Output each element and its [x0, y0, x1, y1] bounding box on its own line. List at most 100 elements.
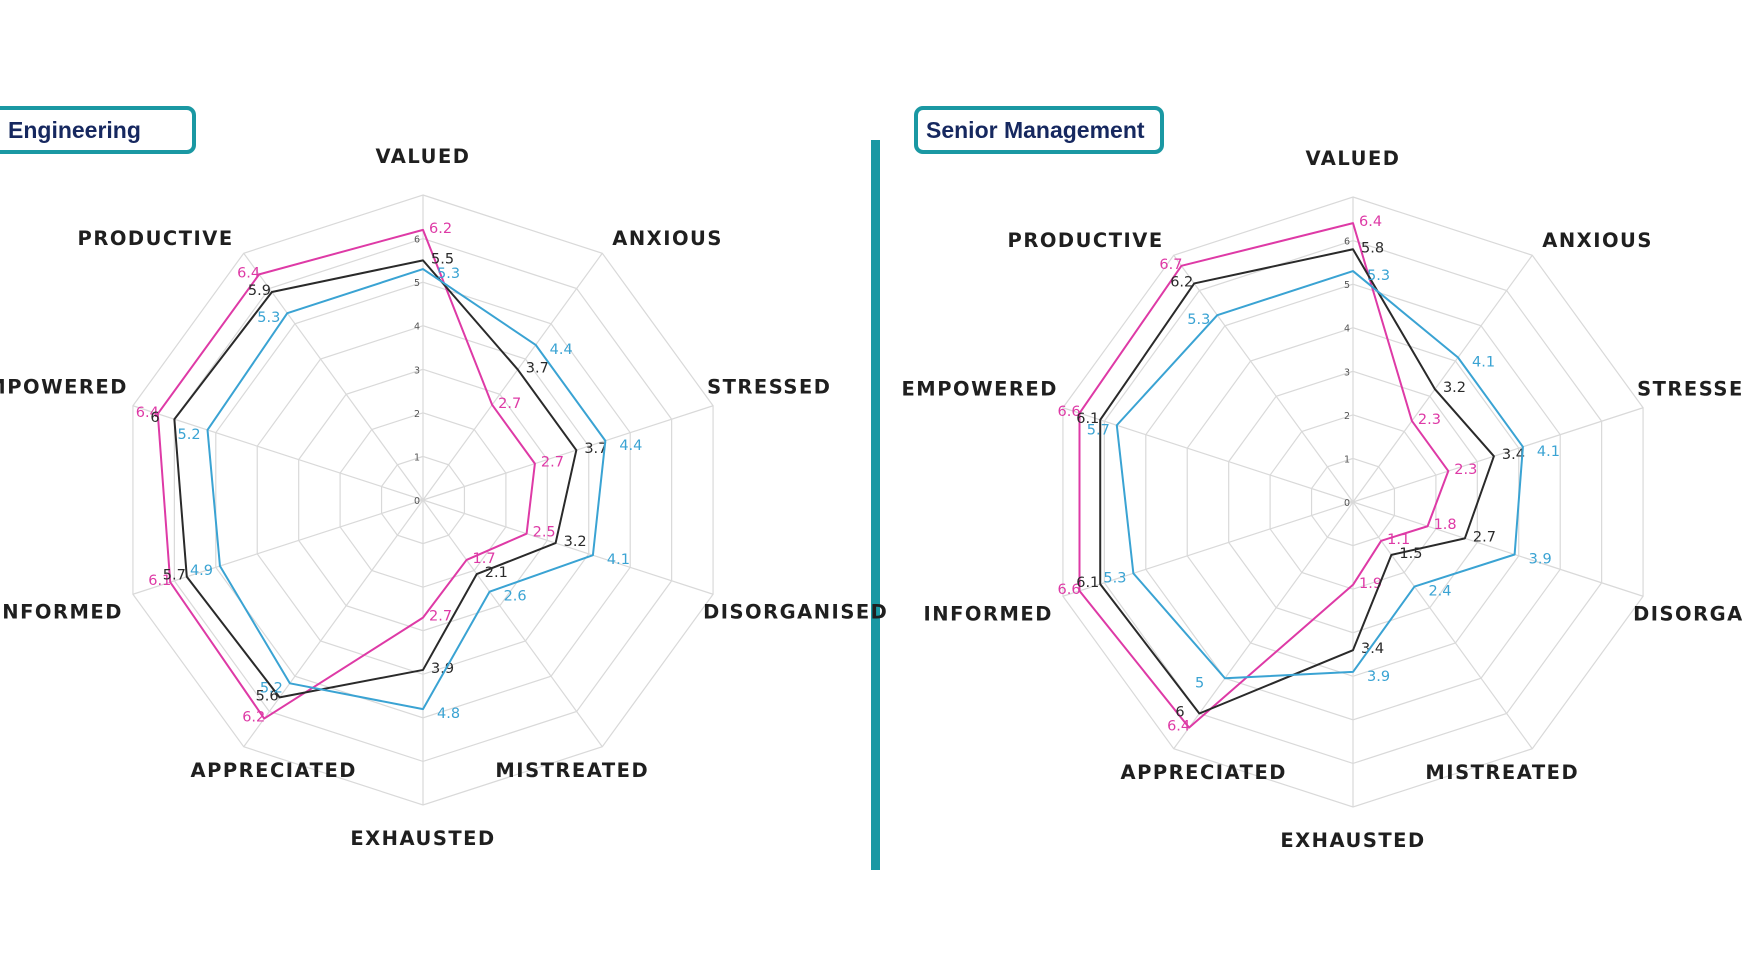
axis-label-disorganised: DISORGANISED — [703, 600, 888, 623]
axis-label-disorganised: DISORGANISED — [1633, 602, 1745, 625]
axis-label-productive: PRODUCTIVE — [78, 227, 234, 250]
value-label: 5 — [1195, 675, 1204, 691]
value-label: 1.5 — [1399, 546, 1422, 562]
grid-spoke — [1352, 501, 1533, 750]
value-label: 4.4 — [550, 342, 573, 358]
value-label: 3.9 — [1367, 669, 1390, 685]
value-label: 3.7 — [526, 361, 549, 377]
value-label: 6 — [150, 410, 159, 426]
series-line-0 — [1078, 222, 1450, 729]
value-label: 6.4 — [1167, 719, 1190, 735]
value-label: 6.4 — [1359, 214, 1382, 230]
series-line-1 — [173, 259, 578, 699]
value-label: 2.7 — [429, 609, 452, 625]
value-label: 4.1 — [607, 552, 630, 568]
value-label: 2.1 — [485, 565, 508, 581]
value-label: 2.4 — [1428, 584, 1451, 600]
value-label: 3.9 — [1529, 552, 1552, 568]
value-label: 5.7 — [163, 568, 186, 584]
value-label: 2.6 — [504, 589, 527, 605]
value-label: 2.3 — [1454, 462, 1477, 478]
axis-label-valued: VALUED — [376, 145, 471, 168]
grid-spoke — [1062, 501, 1354, 597]
grid-spoke — [1062, 407, 1354, 503]
value-label: 6.2 — [429, 221, 452, 237]
value-label: 6.2 — [1170, 274, 1193, 290]
value-label: 5.3 — [437, 266, 460, 282]
axis-label-exhausted: EXHAUSTED — [350, 827, 495, 850]
axis-label-exhausted: EXHAUSTED — [1280, 829, 1425, 852]
value-label: 1.1 — [1387, 532, 1410, 548]
radar-chart-0: 0 1 2 3 4 5 6 VALUED ANXIOUS STRESSED DISORGANISED… — [0, 145, 888, 850]
grid-spoke — [243, 499, 424, 748]
value-label: 4.4 — [619, 438, 642, 454]
value-label: 5.3 — [1367, 268, 1390, 284]
value-label: 2.7 — [498, 396, 521, 412]
tick-label: 1 — [414, 452, 420, 463]
value-label: 5.6 — [256, 688, 279, 704]
value-label: 5.3 — [1187, 312, 1210, 328]
axis-label-valued: VALUED — [1306, 147, 1401, 170]
axis-label-empowered: EMPOWERED — [901, 378, 1057, 401]
senior-management-title: Senior Management — [914, 106, 1164, 154]
value-label: 5.2 — [260, 680, 283, 696]
value-label: 6.6 — [1058, 582, 1081, 598]
tick-label: 5 — [1344, 280, 1350, 291]
series-line-2 — [1115, 270, 1524, 680]
value-label: 6.6 — [1058, 404, 1081, 420]
value-label: 5.2 — [178, 427, 201, 443]
tick-label: 0 — [414, 496, 420, 507]
value-label: 2.7 — [1473, 529, 1496, 545]
tick-label: 5 — [414, 278, 420, 289]
value-label: 3.4 — [1502, 447, 1525, 463]
tick-label: 3 — [1344, 367, 1350, 378]
value-label: 3.2 — [564, 534, 587, 550]
value-label: 6.4 — [237, 265, 260, 281]
axis-label-stressed: STRESSED — [707, 376, 831, 399]
value-label: 6.1 — [1076, 575, 1099, 591]
value-label: 5.7 — [1087, 422, 1110, 438]
value-label: 2.5 — [533, 525, 556, 541]
value-label: 6 — [1175, 705, 1184, 721]
series-line-2 — [206, 268, 607, 711]
value-label: 4.1 — [1537, 444, 1560, 460]
value-label: 6.1 — [1076, 411, 1099, 427]
value-label: 3.7 — [584, 441, 607, 457]
value-label: 2.7 — [541, 455, 564, 471]
grid-spoke — [422, 405, 714, 501]
tick-label: 3 — [414, 365, 420, 376]
grid-spoke — [422, 499, 714, 595]
tick-label: 6 — [1344, 237, 1350, 248]
grid-spoke — [422, 499, 603, 748]
axis-label-stressed: STRESSED — [1637, 378, 1745, 401]
grid-spoke — [1352, 254, 1533, 503]
value-label: 2.3 — [1418, 412, 1441, 428]
value-label: 4.9 — [190, 563, 213, 579]
grid-spoke — [1173, 501, 1354, 750]
grid-spoke — [1352, 407, 1644, 503]
tick-label: 2 — [414, 409, 420, 420]
tick-label: 1 — [1344, 454, 1350, 465]
tick-label: 2 — [1344, 411, 1350, 422]
value-label: 3.2 — [1443, 380, 1466, 396]
grid-spoke — [1173, 254, 1354, 503]
value-label: 4.8 — [437, 706, 460, 722]
grid-spoke — [1352, 501, 1644, 597]
value-label: 6.2 — [242, 710, 265, 726]
axis-label-appreciated: APPRECIATED — [190, 759, 356, 782]
axis-label-anxious: ANXIOUS — [1542, 229, 1653, 252]
engineering-title: Engineering — [0, 106, 196, 154]
value-label: 4.1 — [1472, 354, 1495, 370]
value-label: 6.4 — [136, 405, 159, 421]
axis-label-empowered: EMPOWERED — [0, 376, 128, 399]
grid-spoke — [132, 405, 424, 501]
grid-spoke — [132, 499, 424, 595]
value-label: 5.3 — [257, 310, 280, 326]
tick-label: 4 — [414, 322, 420, 333]
tick-label: 0 — [1344, 498, 1350, 509]
value-label: 5.3 — [1103, 570, 1126, 586]
value-label: 5.9 — [248, 283, 271, 299]
axis-label-informed: INFORMED — [924, 602, 1053, 625]
value-label: 6.1 — [148, 573, 171, 589]
grid-spoke — [243, 252, 424, 501]
